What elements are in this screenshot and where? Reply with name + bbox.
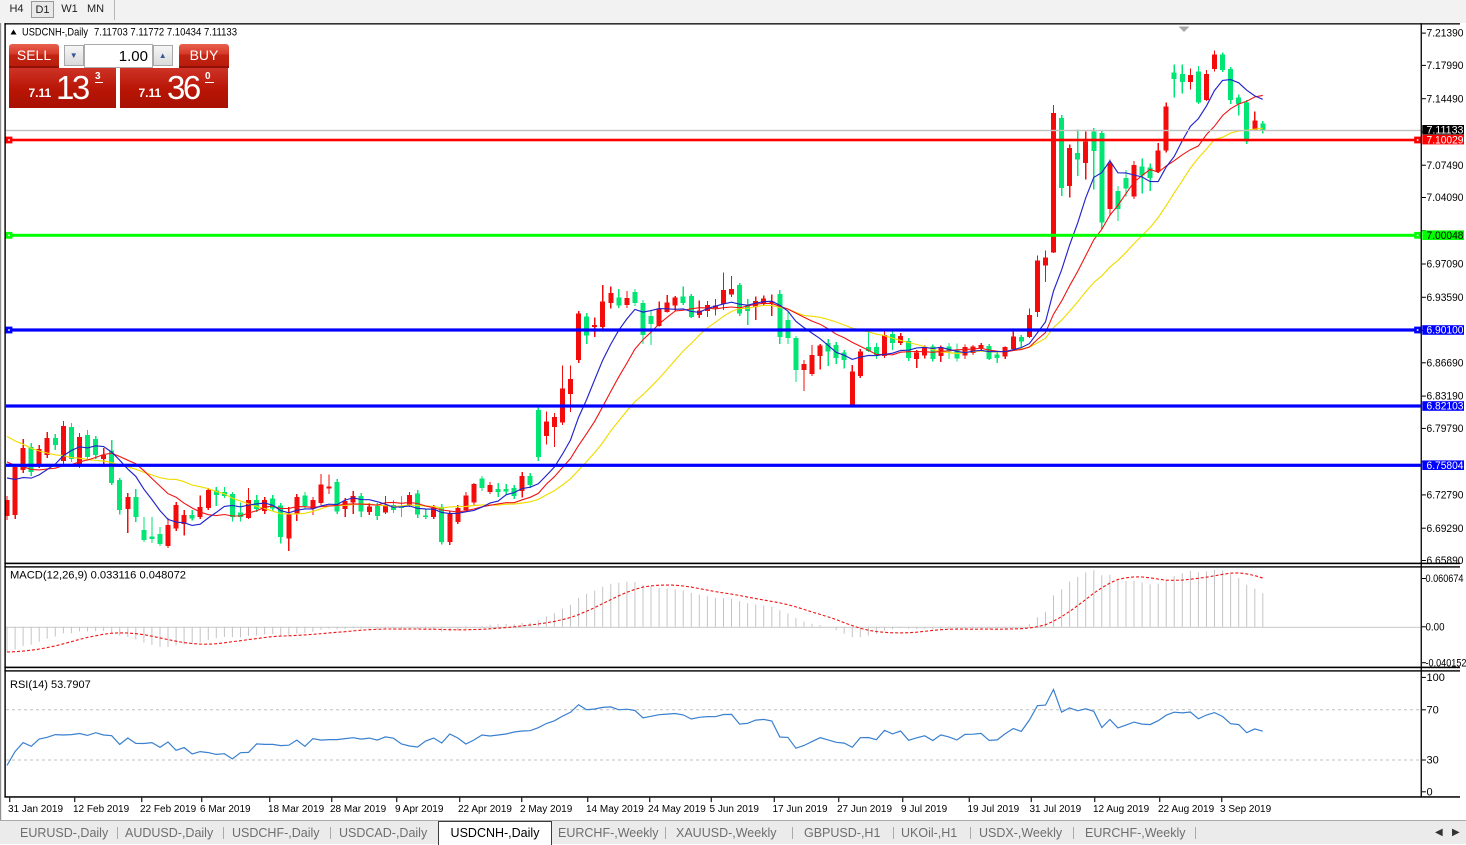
svg-text:100: 100 <box>1427 672 1445 684</box>
svg-text:MACD(12,26,9) 0.033116 0.04807: MACD(12,26,9) 0.033116 0.048072 <box>10 570 186 582</box>
svg-text:22 Feb 2019: 22 Feb 2019 <box>140 804 197 815</box>
svg-text:7.14490: 7.14490 <box>1427 93 1464 105</box>
svg-text:19 Jul 2019: 19 Jul 2019 <box>968 804 1020 815</box>
svg-text:6.93590: 6.93590 <box>1427 292 1464 304</box>
svg-text:31 Jul 2019: 31 Jul 2019 <box>1030 804 1082 815</box>
svg-text:0.00: 0.00 <box>1426 621 1445 633</box>
svg-text:9 Apr 2019: 9 Apr 2019 <box>395 804 444 815</box>
svg-text:28 Mar 2019: 28 Mar 2019 <box>330 804 387 815</box>
svg-text:30: 30 <box>1427 755 1439 767</box>
svg-text:18 Mar 2019: 18 Mar 2019 <box>268 804 325 815</box>
svg-text:31 Jan 2019: 31 Jan 2019 <box>8 804 63 815</box>
svg-text:7.07490: 7.07490 <box>1427 160 1464 172</box>
svg-text:6.75804: 6.75804 <box>1427 460 1464 472</box>
svg-text:70: 70 <box>1427 704 1439 716</box>
svg-text:0.060674: 0.060674 <box>1426 573 1464 585</box>
svg-text:27 Jun 2019: 27 Jun 2019 <box>837 804 892 815</box>
svg-text:22 Aug 2019: 22 Aug 2019 <box>1158 804 1215 815</box>
svg-text:0: 0 <box>1427 786 1433 798</box>
svg-text:24 May 2019: 24 May 2019 <box>648 804 706 815</box>
svg-text:-0.040152: -0.040152 <box>1426 657 1466 669</box>
svg-text:6.65890: 6.65890 <box>1427 555 1464 567</box>
svg-text:9 Jul 2019: 9 Jul 2019 <box>901 804 948 815</box>
svg-text:7.10029: 7.10029 <box>1427 134 1464 146</box>
svg-text:7.04090: 7.04090 <box>1427 192 1464 204</box>
svg-text:7.17990: 7.17990 <box>1427 60 1464 72</box>
svg-text:6 Mar 2019: 6 Mar 2019 <box>200 804 251 815</box>
svg-text:5 Jun 2019: 5 Jun 2019 <box>710 804 760 815</box>
svg-text:2 May 2019: 2 May 2019 <box>520 804 573 815</box>
svg-text:7.00048: 7.00048 <box>1427 230 1464 242</box>
svg-text:6.79790: 6.79790 <box>1427 423 1464 435</box>
svg-text:6.72790: 6.72790 <box>1427 490 1464 502</box>
svg-text:7.11703 7.11772 7.10434 7.1113: 7.11703 7.11772 7.10434 7.11133 <box>94 27 237 39</box>
svg-text:6.97090: 6.97090 <box>1427 259 1464 271</box>
svg-text:17 Jun 2019: 17 Jun 2019 <box>773 804 828 815</box>
svg-text:7.21390: 7.21390 <box>1427 28 1464 40</box>
svg-text:6.90100: 6.90100 <box>1427 325 1464 337</box>
svg-text:6.69290: 6.69290 <box>1427 523 1464 535</box>
svg-text:RSI(14) 53.7907: RSI(14) 53.7907 <box>10 679 91 691</box>
svg-text:12 Aug 2019: 12 Aug 2019 <box>1093 804 1150 815</box>
svg-text:6.82103: 6.82103 <box>1427 401 1464 413</box>
svg-text:3 Sep 2019: 3 Sep 2019 <box>1220 804 1272 815</box>
svg-text:14 May 2019: 14 May 2019 <box>586 804 644 815</box>
svg-text:12 Feb 2019: 12 Feb 2019 <box>73 804 130 815</box>
svg-text:USDCNH-,Daily: USDCNH-,Daily <box>22 27 88 39</box>
svg-text:6.86690: 6.86690 <box>1427 357 1464 369</box>
svg-text:22 Apr 2019: 22 Apr 2019 <box>458 804 512 815</box>
